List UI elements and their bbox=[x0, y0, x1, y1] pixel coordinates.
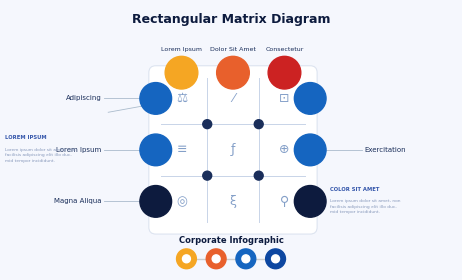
Circle shape bbox=[140, 186, 171, 217]
Text: Rectangular Matrix Diagram: Rectangular Matrix Diagram bbox=[132, 13, 330, 26]
Circle shape bbox=[268, 56, 301, 89]
Text: Lorem Ipsum: Lorem Ipsum bbox=[56, 147, 101, 153]
Circle shape bbox=[203, 120, 212, 129]
Circle shape bbox=[294, 134, 326, 166]
Text: Exercitation: Exercitation bbox=[365, 147, 406, 153]
Text: ◎: ◎ bbox=[176, 195, 187, 208]
Circle shape bbox=[165, 56, 198, 89]
Text: Lorem ipsum dolor sit amet, non
facilisis adipiscing elit illo duc-
mid tempor i: Lorem ipsum dolor sit amet, non facilisi… bbox=[330, 199, 401, 214]
Text: ≡: ≡ bbox=[176, 143, 187, 157]
Circle shape bbox=[272, 255, 280, 263]
Circle shape bbox=[236, 249, 256, 269]
Text: ⊕: ⊕ bbox=[279, 143, 290, 157]
Circle shape bbox=[176, 249, 196, 269]
Text: COLOR SIT AMET: COLOR SIT AMET bbox=[330, 186, 379, 192]
Text: Magna Aliqua: Magna Aliqua bbox=[54, 199, 101, 204]
Circle shape bbox=[294, 83, 326, 114]
Text: Lorem ipsum dolor sit amet, non
facilisis adipiscing elit illo duc-
mid tempor i: Lorem ipsum dolor sit amet, non facilisi… bbox=[5, 148, 76, 163]
Text: ξ: ξ bbox=[230, 195, 237, 208]
Circle shape bbox=[206, 249, 226, 269]
Text: ƒ: ƒ bbox=[231, 143, 235, 157]
Text: LOREM IPSUM: LOREM IPSUM bbox=[5, 135, 47, 140]
Text: ⚖: ⚖ bbox=[176, 92, 187, 105]
Circle shape bbox=[254, 120, 263, 129]
Text: ⊡: ⊡ bbox=[279, 92, 290, 105]
Circle shape bbox=[217, 56, 249, 89]
Circle shape bbox=[266, 249, 286, 269]
Circle shape bbox=[140, 134, 171, 166]
Circle shape bbox=[140, 83, 171, 114]
Text: Adipiscing: Adipiscing bbox=[66, 95, 101, 101]
FancyBboxPatch shape bbox=[149, 66, 317, 234]
Text: Dolor Sit Amet: Dolor Sit Amet bbox=[210, 47, 256, 52]
Circle shape bbox=[294, 186, 326, 217]
Text: Lorem Ipsum: Lorem Ipsum bbox=[161, 47, 202, 52]
Circle shape bbox=[212, 255, 220, 263]
Text: ⚲: ⚲ bbox=[280, 195, 289, 208]
Text: Consectetur: Consectetur bbox=[265, 47, 304, 52]
Text: ⁄: ⁄ bbox=[232, 92, 234, 105]
Text: Corporate Infographic: Corporate Infographic bbox=[178, 236, 284, 245]
Circle shape bbox=[182, 255, 190, 263]
Circle shape bbox=[254, 171, 263, 180]
Circle shape bbox=[203, 171, 212, 180]
Circle shape bbox=[242, 255, 250, 263]
